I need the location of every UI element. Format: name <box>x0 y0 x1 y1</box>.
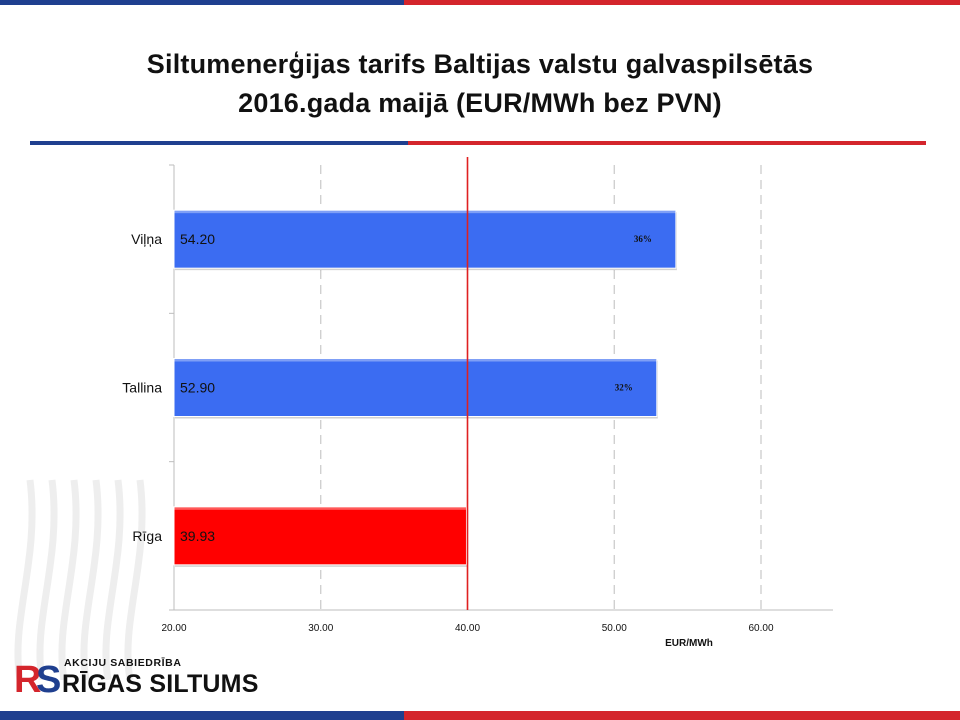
x-tick-label-50: 50.00 <box>602 623 627 634</box>
logo-company-name: RĪGAS SILTUMS <box>62 670 259 698</box>
slide-title-line-2: 2016.gada maijā (EUR/MWh bez PVN) <box>238 88 722 118</box>
logo-mark-r: R <box>14 659 41 698</box>
rs-logo-mark-icon: R S <box>14 659 61 698</box>
bar-highlight-0 <box>174 210 676 214</box>
company-logo: R S AKCIJU SABIEDRĪBA RĪGAS SILTUMS <box>14 656 294 704</box>
category-label-0: Viļņa <box>131 231 162 247</box>
bar-1 <box>173 358 658 417</box>
x-tick-label-20: 20.00 <box>161 623 186 634</box>
bar-2 <box>173 506 467 566</box>
bottom-stripe-blue <box>0 711 404 720</box>
category-label-2: Rīga <box>132 528 162 544</box>
title-underline-red <box>408 141 926 145</box>
bar-0 <box>173 209 677 269</box>
logo-mark-s: S <box>36 659 61 698</box>
top-brand-stripe <box>0 0 960 5</box>
x-tick-label-30: 30.00 <box>308 623 333 634</box>
bottom-brand-stripe <box>0 711 960 720</box>
value-label-2: 39.93 <box>180 528 215 544</box>
x-axis-title: EUR/MWh <box>665 638 713 649</box>
slide-title-line-1: Siltumenerģijas tarifs Baltijas valstu g… <box>146 49 814 79</box>
top-stripe-red <box>404 0 960 5</box>
x-tick-label-40: 40.00 <box>455 623 480 634</box>
value-label-1: 52.90 <box>180 380 215 396</box>
background-swirl-decoration <box>14 479 146 680</box>
percent-label-0: 36% <box>634 234 652 244</box>
bar-layer <box>173 157 677 610</box>
top-stripe-blue <box>0 0 404 5</box>
category-label-1: Tallina <box>122 380 162 396</box>
value-label-0: 54.20 <box>180 231 215 247</box>
title-underline-blue <box>30 141 408 145</box>
label-layer: 20.00 30.00 40.00 50.00 60.00 EUR/MWh Viļņa 54.… <box>122 231 774 649</box>
logo-company-type: AKCIJU SABIEDRĪBA <box>64 657 182 669</box>
bar-highlight-1 <box>174 358 657 362</box>
percent-label-1: 32% <box>615 383 633 393</box>
bottom-stripe-red <box>404 711 960 720</box>
x-tick-label-60: 60.00 <box>748 623 773 634</box>
title-underline <box>30 141 926 145</box>
bar-highlight-2 <box>174 506 467 510</box>
